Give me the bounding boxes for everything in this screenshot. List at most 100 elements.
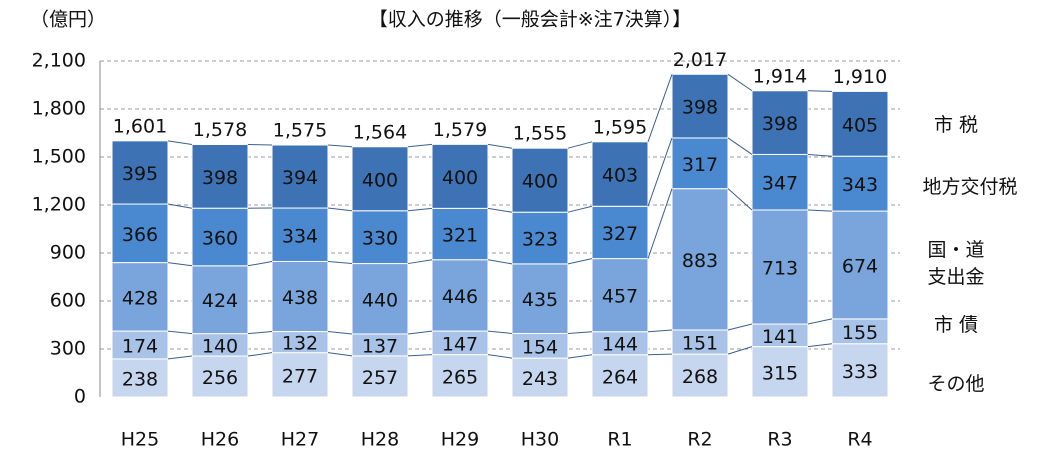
value-label: 151 — [682, 333, 718, 355]
connector-line — [167, 262, 193, 267]
y-tick-label: 1,200 — [32, 194, 86, 216]
connector-line — [567, 354, 593, 359]
bar-segment — [111, 330, 169, 360]
value-label: 457 — [602, 286, 638, 308]
y-tick-label: 600 — [50, 290, 86, 312]
legend-entry: 国・道支出金 — [927, 239, 985, 288]
connector-line — [487, 330, 513, 334]
connector-line — [487, 354, 513, 359]
value-label: 713 — [762, 258, 798, 280]
value-label: 366 — [122, 224, 158, 246]
connector-line — [807, 209, 833, 212]
bar-segment — [831, 210, 889, 320]
connector-line — [247, 331, 273, 335]
connector-line — [407, 207, 433, 212]
bar-segment — [751, 346, 809, 398]
connector-line — [407, 259, 433, 265]
y-tick-label: 1,800 — [32, 98, 86, 120]
bar-segment — [511, 357, 569, 398]
value-label: 438 — [282, 287, 318, 309]
value-label: 424 — [202, 290, 238, 312]
total-label: 1,564 — [353, 121, 407, 143]
value-label: 256 — [202, 367, 238, 389]
y-tick-label: 900 — [50, 242, 86, 264]
connector-line — [647, 329, 673, 333]
bar-segment — [111, 203, 169, 264]
y-tick-label: 300 — [50, 338, 86, 360]
value-label: 265 — [442, 366, 478, 388]
bar-segment — [351, 210, 409, 265]
y-tick-label: 1,500 — [32, 146, 86, 168]
bar-segment — [111, 358, 169, 398]
bar-segment — [271, 144, 329, 209]
connector-line — [807, 90, 833, 92]
value-label: 137 — [362, 335, 398, 357]
legend-entry: 市 税 — [933, 113, 979, 136]
value-label: 277 — [282, 365, 318, 387]
connector-line — [327, 352, 353, 357]
legend-entry: その他 — [927, 372, 985, 395]
value-label: 174 — [122, 336, 158, 358]
connector-line — [727, 137, 753, 155]
value-label: 317 — [682, 154, 718, 176]
bar-segment — [351, 146, 409, 212]
connector-line — [647, 353, 673, 356]
value-label: 400 — [522, 171, 558, 193]
connector-line — [647, 74, 673, 142]
connector-line — [247, 260, 273, 267]
bar-segment — [271, 260, 329, 333]
total-label: 1,910 — [833, 66, 887, 88]
value-label: 333 — [842, 361, 878, 383]
connector-line — [727, 346, 753, 355]
value-label: 446 — [442, 286, 478, 308]
value-label: 155 — [842, 322, 878, 344]
value-label: 330 — [362, 228, 398, 250]
x-tick-label: H30 — [521, 429, 559, 451]
connector-line — [647, 137, 673, 207]
value-label: 321 — [442, 225, 478, 247]
x-tick-label: R4 — [847, 429, 872, 451]
value-label: 398 — [682, 97, 718, 119]
bar-segment — [431, 354, 489, 398]
bar-segment — [831, 155, 889, 212]
bar-segment — [191, 144, 249, 209]
bar-segment — [511, 147, 569, 213]
connector-line — [167, 203, 193, 209]
value-label: 674 — [842, 256, 878, 278]
connector-line — [407, 354, 433, 357]
bar-segment — [271, 352, 329, 398]
connector-line — [567, 205, 593, 213]
bar-segment — [431, 207, 489, 261]
bar-segment — [591, 205, 649, 260]
value-label: 323 — [522, 229, 558, 251]
value-label: 147 — [442, 333, 478, 355]
connector-line — [727, 323, 753, 331]
connector-line — [487, 143, 513, 149]
x-tick-label: H29 — [441, 429, 479, 451]
total-label: 1,579 — [433, 119, 487, 141]
bar-segment — [671, 188, 729, 331]
connector-line — [487, 259, 513, 265]
value-label: 257 — [362, 367, 398, 389]
bar-segment — [671, 137, 729, 190]
connector-line — [327, 260, 353, 265]
connector-line — [167, 330, 193, 335]
total-label: 1,578 — [193, 119, 247, 141]
value-label: 400 — [362, 169, 398, 191]
value-label: 398 — [762, 113, 798, 135]
legend-entry: 地方交付税 — [922, 175, 1018, 198]
connector-line — [407, 330, 433, 335]
bar-segment — [271, 207, 329, 262]
connector-line — [327, 144, 353, 148]
value-label: 883 — [682, 250, 718, 272]
y-tick-label: 2,100 — [32, 50, 86, 72]
connector-line — [807, 343, 833, 348]
value-label: 141 — [762, 326, 798, 348]
value-label: 132 — [282, 333, 318, 355]
bar-segment — [671, 73, 729, 139]
total-label: 1,555 — [513, 123, 567, 145]
value-label: 440 — [362, 289, 398, 311]
value-label: 405 — [842, 114, 878, 136]
value-label: 394 — [282, 167, 318, 189]
